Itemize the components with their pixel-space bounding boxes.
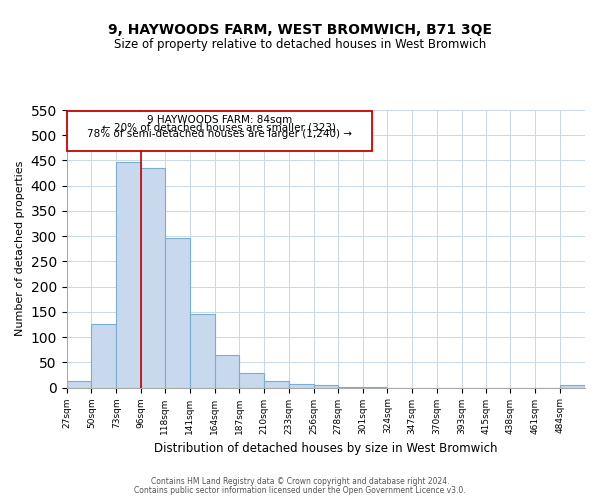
Bar	[289, 384, 314, 388]
Text: Size of property relative to detached houses in West Bromwich: Size of property relative to detached ho…	[114, 38, 486, 51]
Bar	[239, 374, 264, 388]
Y-axis label: Number of detached properties: Number of detached properties	[15, 161, 25, 336]
X-axis label: Distribution of detached houses by size in West Bromwich: Distribution of detached houses by size …	[154, 442, 497, 455]
Bar	[264, 380, 289, 388]
Text: 9, HAYWOODS FARM, WEST BROMWICH, B71 3QE: 9, HAYWOODS FARM, WEST BROMWICH, B71 3QE	[108, 22, 492, 36]
Text: Contains public sector information licensed under the Open Government Licence v3: Contains public sector information licen…	[134, 486, 466, 495]
FancyBboxPatch shape	[67, 111, 372, 152]
Bar	[116, 162, 141, 388]
Text: 9 HAYWOODS FARM: 84sqm: 9 HAYWOODS FARM: 84sqm	[147, 115, 292, 125]
Bar	[314, 385, 338, 388]
Bar	[91, 324, 116, 388]
Text: 78% of semi-detached houses are larger (1,240) →: 78% of semi-detached houses are larger (…	[87, 129, 352, 139]
Bar	[215, 355, 239, 388]
Bar	[165, 238, 190, 388]
Bar	[362, 387, 388, 388]
Bar	[141, 168, 165, 388]
Bar	[67, 381, 91, 388]
Text: ← 20% of detached houses are smaller (323): ← 20% of detached houses are smaller (32…	[103, 122, 337, 132]
Bar	[338, 386, 362, 388]
Bar	[560, 385, 585, 388]
Text: Contains HM Land Registry data © Crown copyright and database right 2024.: Contains HM Land Registry data © Crown c…	[151, 477, 449, 486]
Bar	[190, 314, 215, 388]
